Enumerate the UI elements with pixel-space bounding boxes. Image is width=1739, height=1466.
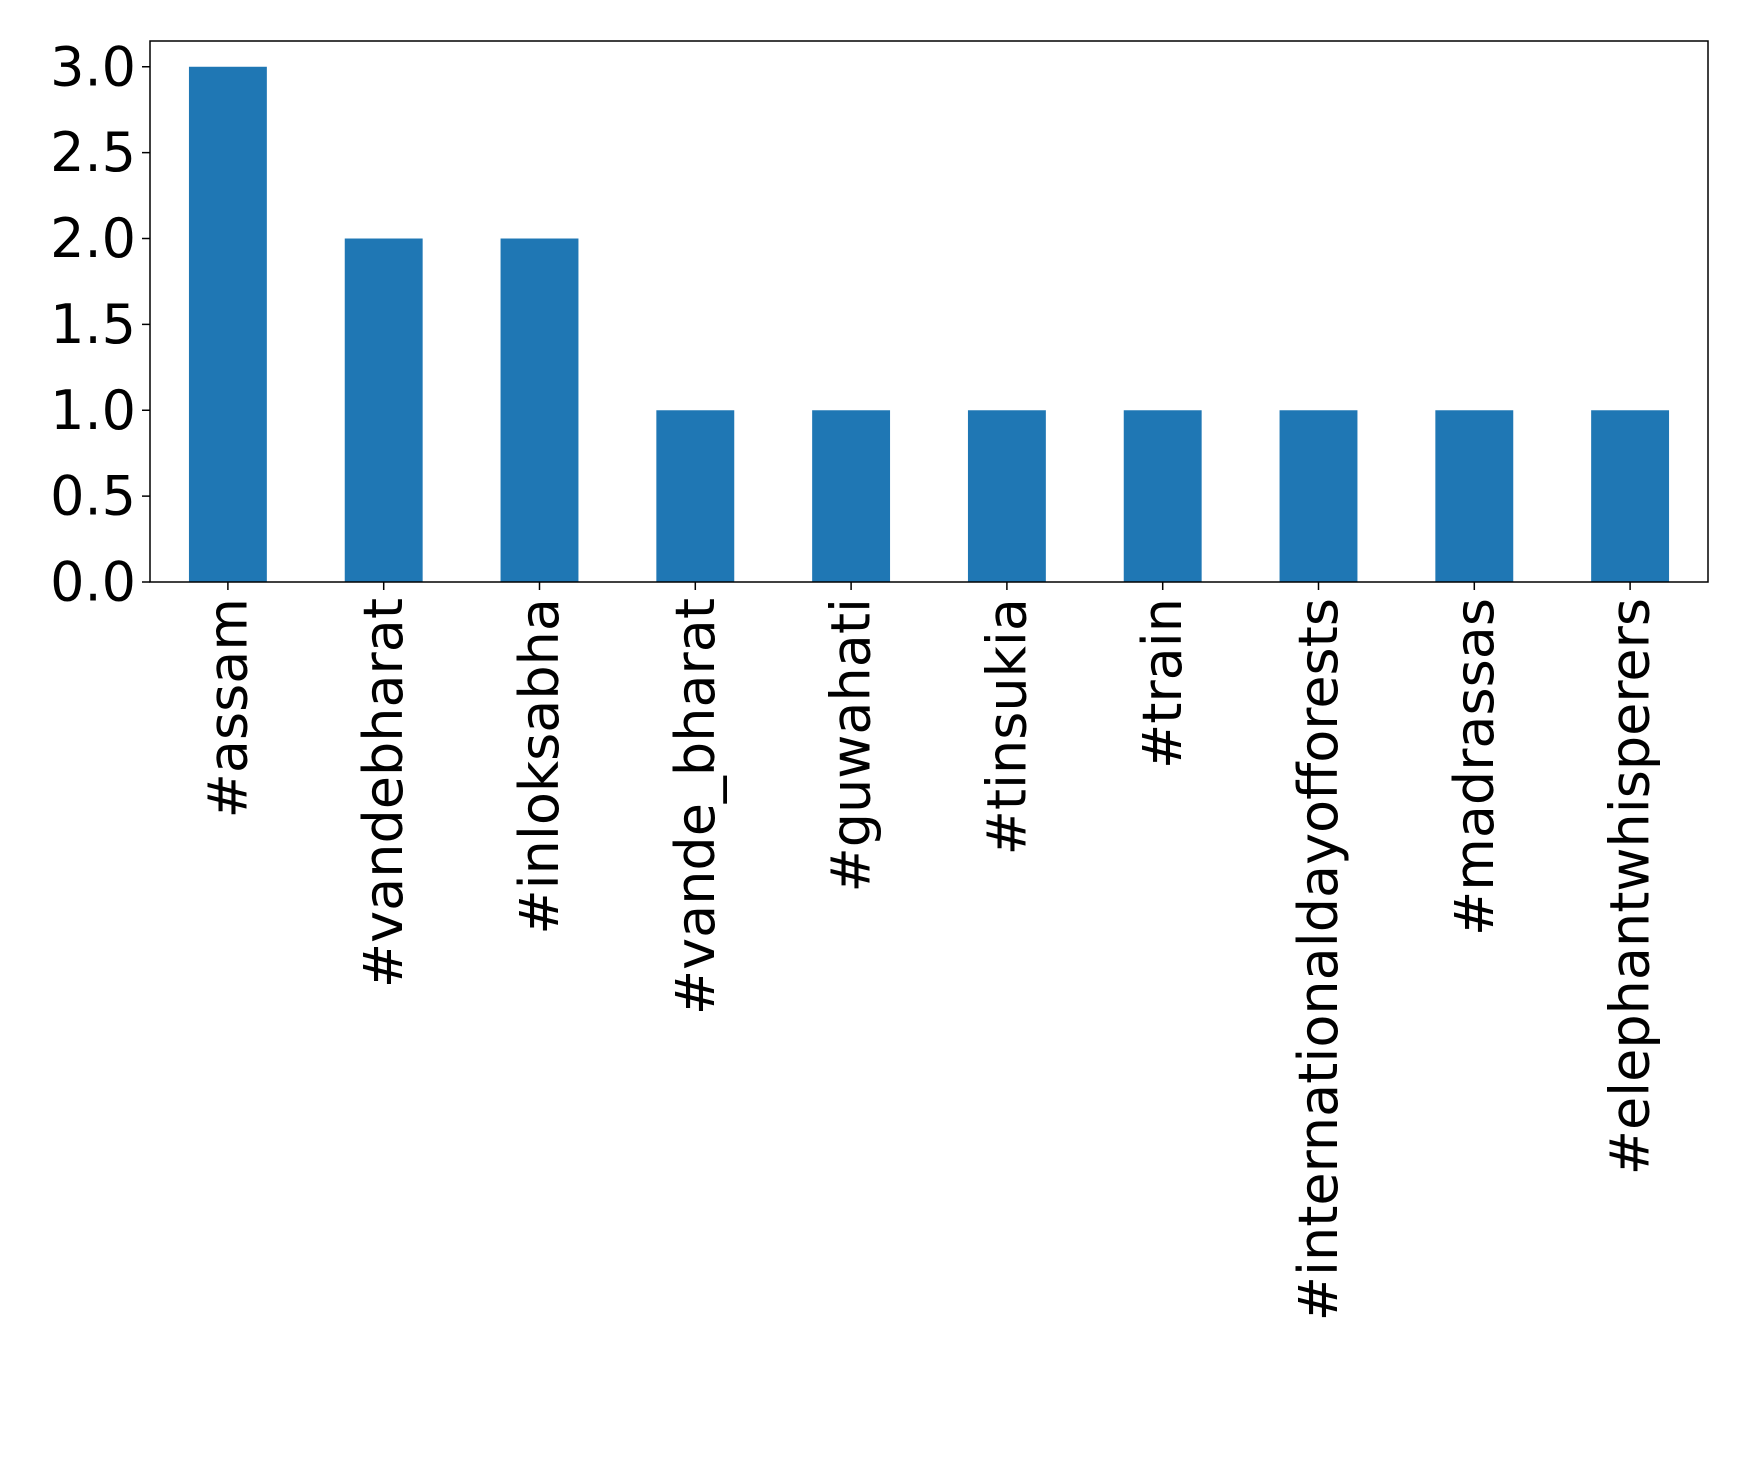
x-tick-label: #guwahati xyxy=(820,598,883,893)
x-tick-label: #tinsukia xyxy=(975,598,1038,855)
bar xyxy=(188,66,267,582)
y-tick-label: 2.5 xyxy=(50,121,136,184)
y-tick-label: 0.5 xyxy=(50,465,136,528)
bar xyxy=(1591,410,1670,582)
x-tick-label: #elephantwhisperers xyxy=(1599,598,1662,1175)
y-tick-label: 1.0 xyxy=(50,379,136,442)
bar xyxy=(1279,410,1358,582)
y-tick-label: 0.0 xyxy=(50,551,136,614)
bar xyxy=(1123,410,1202,582)
y-tick-label: 2.0 xyxy=(50,207,136,270)
x-tick-label: #vande_bharat xyxy=(664,598,727,1015)
bar xyxy=(812,410,891,582)
bar xyxy=(656,410,735,582)
x-tick-label: #assam xyxy=(196,598,259,818)
y-tick-label: 1.5 xyxy=(50,293,136,356)
x-tick-label: #vandebharat xyxy=(352,598,415,988)
bar xyxy=(1435,410,1514,582)
x-tick-label: #train xyxy=(1131,598,1194,769)
bar xyxy=(967,410,1046,582)
x-tick-label: #inloksabha xyxy=(508,598,571,935)
y-tick-label: 3.0 xyxy=(50,35,136,98)
bar xyxy=(500,238,579,582)
x-tick-label: #internationaldayofforests xyxy=(1287,598,1350,1321)
plot-frame xyxy=(149,40,1709,583)
x-tick-label: #madrassas xyxy=(1443,598,1506,936)
bar xyxy=(344,238,423,582)
